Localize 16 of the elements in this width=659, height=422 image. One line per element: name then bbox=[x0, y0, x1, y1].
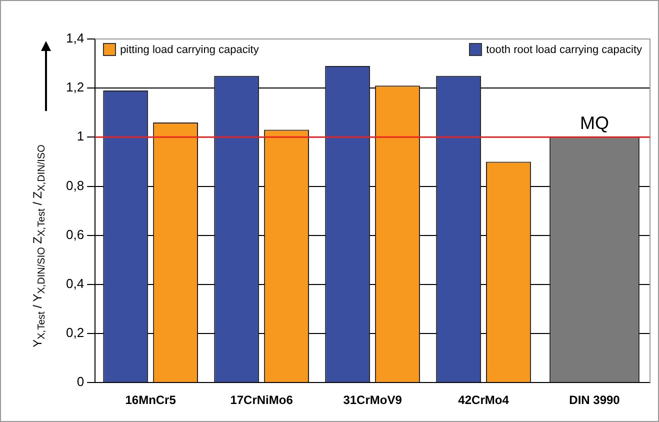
y-tick-label: 0,2 bbox=[66, 325, 84, 340]
y-tick-label: 0,6 bbox=[66, 226, 84, 242]
legend-label: pitting load carrying capacity bbox=[120, 44, 259, 56]
x-tick-label: 16MnCr5 bbox=[125, 393, 176, 408]
y-tick-label: 0 bbox=[76, 374, 84, 390]
y-tick-label: 0,8 bbox=[66, 178, 84, 193]
x-tick-label: 31CrMoV9 bbox=[343, 393, 402, 408]
annotation: MQ bbox=[580, 113, 610, 134]
x-tick-label: DIN 3990 bbox=[569, 393, 620, 408]
legend-label: tooth root load carrying capacity bbox=[486, 44, 642, 56]
y-tick-label: 1,4 bbox=[66, 30, 84, 46]
y-tick-label: 0,4 bbox=[66, 276, 84, 292]
y-tick-label: 1 bbox=[76, 128, 84, 144]
x-tick-label: 42CrMo4 bbox=[458, 393, 510, 408]
y-tick-label: 1,2 bbox=[66, 80, 84, 95]
x-tick-label: 17CrNiMo6 bbox=[230, 393, 294, 408]
